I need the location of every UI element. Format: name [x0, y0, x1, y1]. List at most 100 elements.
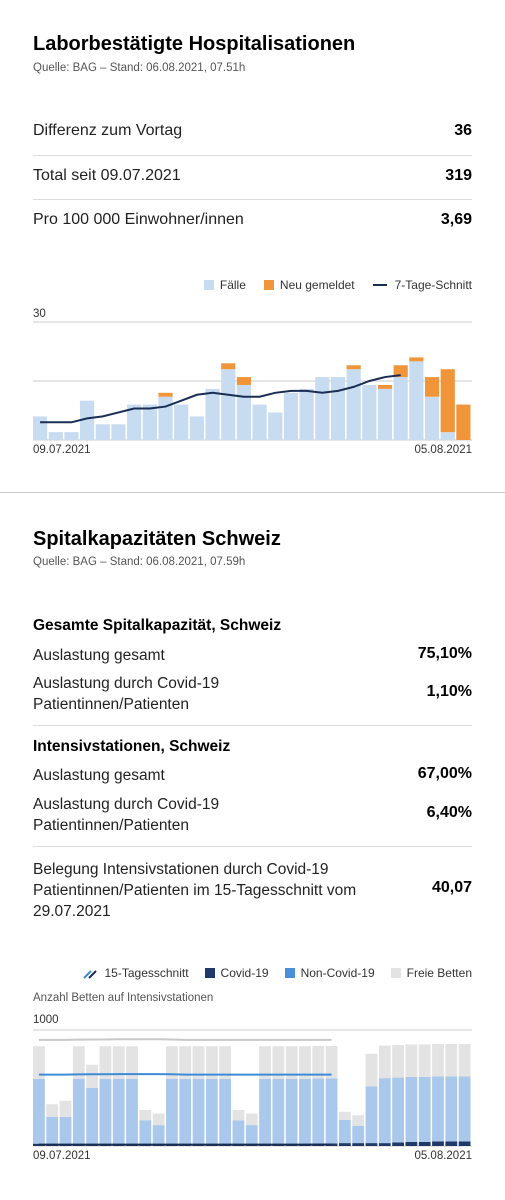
chart2-bar-free	[205, 1046, 218, 1079]
chart2-bar-noncovid	[458, 1076, 471, 1142]
chart2-bar-covid	[418, 1141, 431, 1146]
chart2-bar-free	[219, 1046, 232, 1079]
chart1-ytick: 30	[33, 308, 46, 320]
legend-free-swatch	[390, 968, 401, 978]
chart2-bar-noncovid	[285, 1078, 298, 1144]
group1-row2-label-line2: Patientinnen/Patienten	[33, 696, 189, 713]
chart1-bar-new	[393, 365, 408, 378]
row-value-total: 319	[445, 167, 472, 184]
chart2-bar-free	[245, 1113, 258, 1126]
group2-heading: Intensivstationen, Schweiz	[33, 738, 231, 755]
chart2-bar-covid	[432, 1141, 444, 1146]
chart2-bar-noncovid	[232, 1120, 245, 1144]
chart2-bar-free	[166, 1046, 178, 1079]
group2-row2-value: 6,40%	[426, 804, 472, 821]
belegung-line1: Belegung Intensivstationen durch Covid-1…	[33, 861, 329, 878]
divider	[33, 199, 472, 200]
legend-new-swatch	[263, 280, 274, 290]
chart1-line-avg	[40, 374, 401, 424]
row-value-per100k: 3,69	[440, 211, 472, 228]
group2-row1-label: Auslastung gesamt	[33, 767, 165, 784]
row-label-diff: Differenz zum Vortag	[33, 122, 183, 139]
legend-cases: Fälle	[219, 278, 246, 292]
chart2-bar-free	[86, 1064, 99, 1088]
chart2-bar-free	[445, 1043, 458, 1077]
legend-cases-swatch	[203, 280, 214, 290]
chart2-bar-noncovid	[179, 1078, 192, 1144]
chart2-bar-noncovid	[192, 1078, 205, 1144]
row-label-per100k: Pro 100 000 Einwohner/innen	[33, 211, 244, 228]
group2-row2-label: Auslastung durch Covid-19 Patientinnen/P…	[33, 794, 219, 836]
chart1-bar-cases	[377, 388, 393, 440]
chart2-bar-free	[365, 1053, 378, 1087]
chart2-bar-covid	[378, 1143, 391, 1146]
chart2-bar-free	[272, 1046, 285, 1079]
chart2-bar-covid	[458, 1141, 471, 1146]
chart2-bar-noncovid	[445, 1076, 458, 1142]
chart1-legend: Fälle Neu gemeldet 7-Tage-Schnitt	[203, 278, 472, 292]
chart1-xend: 05.08.2021	[414, 444, 472, 456]
chart1-bar-cases	[346, 369, 361, 440]
chart1-bar-cases	[95, 424, 110, 440]
chart1-bar-cases	[111, 424, 126, 440]
chart2-bar-noncovid	[72, 1078, 85, 1144]
legend-avg-line	[372, 284, 387, 286]
chart2-bar-noncovid	[99, 1078, 112, 1144]
belegung-line3: 29.07.2021	[33, 903, 111, 920]
chart1-bar-cases	[189, 416, 204, 440]
chart2-bar-noncovid	[338, 1119, 351, 1144]
chart2-bar-free	[179, 1046, 192, 1079]
chart2-bar-noncovid	[166, 1078, 178, 1144]
group2-row2-label-line2: Patientinnen/Patienten	[33, 817, 189, 834]
chart1-bar-cases	[33, 416, 48, 440]
group1-heading: Gesamte Spitalkapazität, Schweiz	[33, 617, 282, 634]
chart2-line-total-avg	[38, 1038, 332, 1041]
chart1-bar-new	[221, 363, 236, 370]
chart2-ytick: 1000	[33, 1014, 59, 1026]
chart2-bar-free	[192, 1046, 205, 1079]
section1-source: Quelle: BAG – Stand: 06.08.2021, 07.51h	[33, 62, 246, 74]
chart2-bar-noncovid	[418, 1076, 431, 1142]
chart2-bar-free	[285, 1046, 298, 1079]
chart2-xstart: 09.07.2021	[33, 1150, 91, 1162]
chart2-bar-free	[352, 1115, 365, 1126]
chart1-bar-new	[158, 392, 173, 397]
chart2-bar-free	[458, 1043, 471, 1077]
chart2-bar-noncovid	[405, 1076, 418, 1142]
row-label-total: Total seit 09.07.2021	[33, 167, 181, 184]
chart2-bar-noncovid	[299, 1078, 311, 1144]
group2-row1-value: 67,00%	[417, 765, 472, 782]
belegung-line2: Patientinnen/Patienten im 15-Tagesschnit…	[33, 882, 357, 899]
chart2-bar-free	[325, 1046, 338, 1079]
chart1-bar-cases	[409, 361, 424, 440]
legend-noncovid-swatch	[284, 968, 295, 978]
chart2-bar-noncovid	[86, 1088, 99, 1144]
legend-avg15: 15-Tagesschnitt	[104, 966, 189, 980]
group1-row2-label-line1: Auslastung durch Covid-19	[33, 675, 220, 692]
chart2-bar-free	[232, 1110, 245, 1121]
chart2-bar-covid	[338, 1143, 351, 1146]
divider	[33, 155, 472, 156]
chart2-bar-noncovid	[392, 1077, 404, 1143]
chart2-bar-covid	[365, 1143, 378, 1146]
chart1-bar-cases	[393, 377, 408, 440]
divider	[33, 846, 472, 847]
section-separator	[0, 492, 505, 493]
chart1-bar-cases	[362, 384, 377, 440]
chart2-bar-free	[312, 1046, 325, 1079]
chart2-bar-covid	[392, 1142, 404, 1146]
group1-row1-value: 75,10%	[417, 645, 472, 662]
chart1-bar-cases	[158, 396, 173, 440]
chart1-bar-new	[236, 377, 251, 385]
chart2-bar-free	[378, 1045, 391, 1079]
chart2-bar-noncovid	[219, 1078, 232, 1144]
group1-row2-label: Auslastung durch Covid-19 Patientinnen/P…	[33, 673, 219, 715]
chart2-bar-free	[259, 1046, 271, 1079]
group1-row2-value: 1,10%	[426, 683, 472, 700]
chart2-bar-free	[405, 1044, 418, 1077]
chart2-bar-covid	[445, 1141, 458, 1146]
chart2-bar-noncovid	[312, 1078, 325, 1144]
chart2-bar-noncovid	[112, 1078, 125, 1144]
chart1-bar-cases	[64, 432, 79, 440]
legend-noncovid: Non-Covid-19	[300, 966, 375, 980]
